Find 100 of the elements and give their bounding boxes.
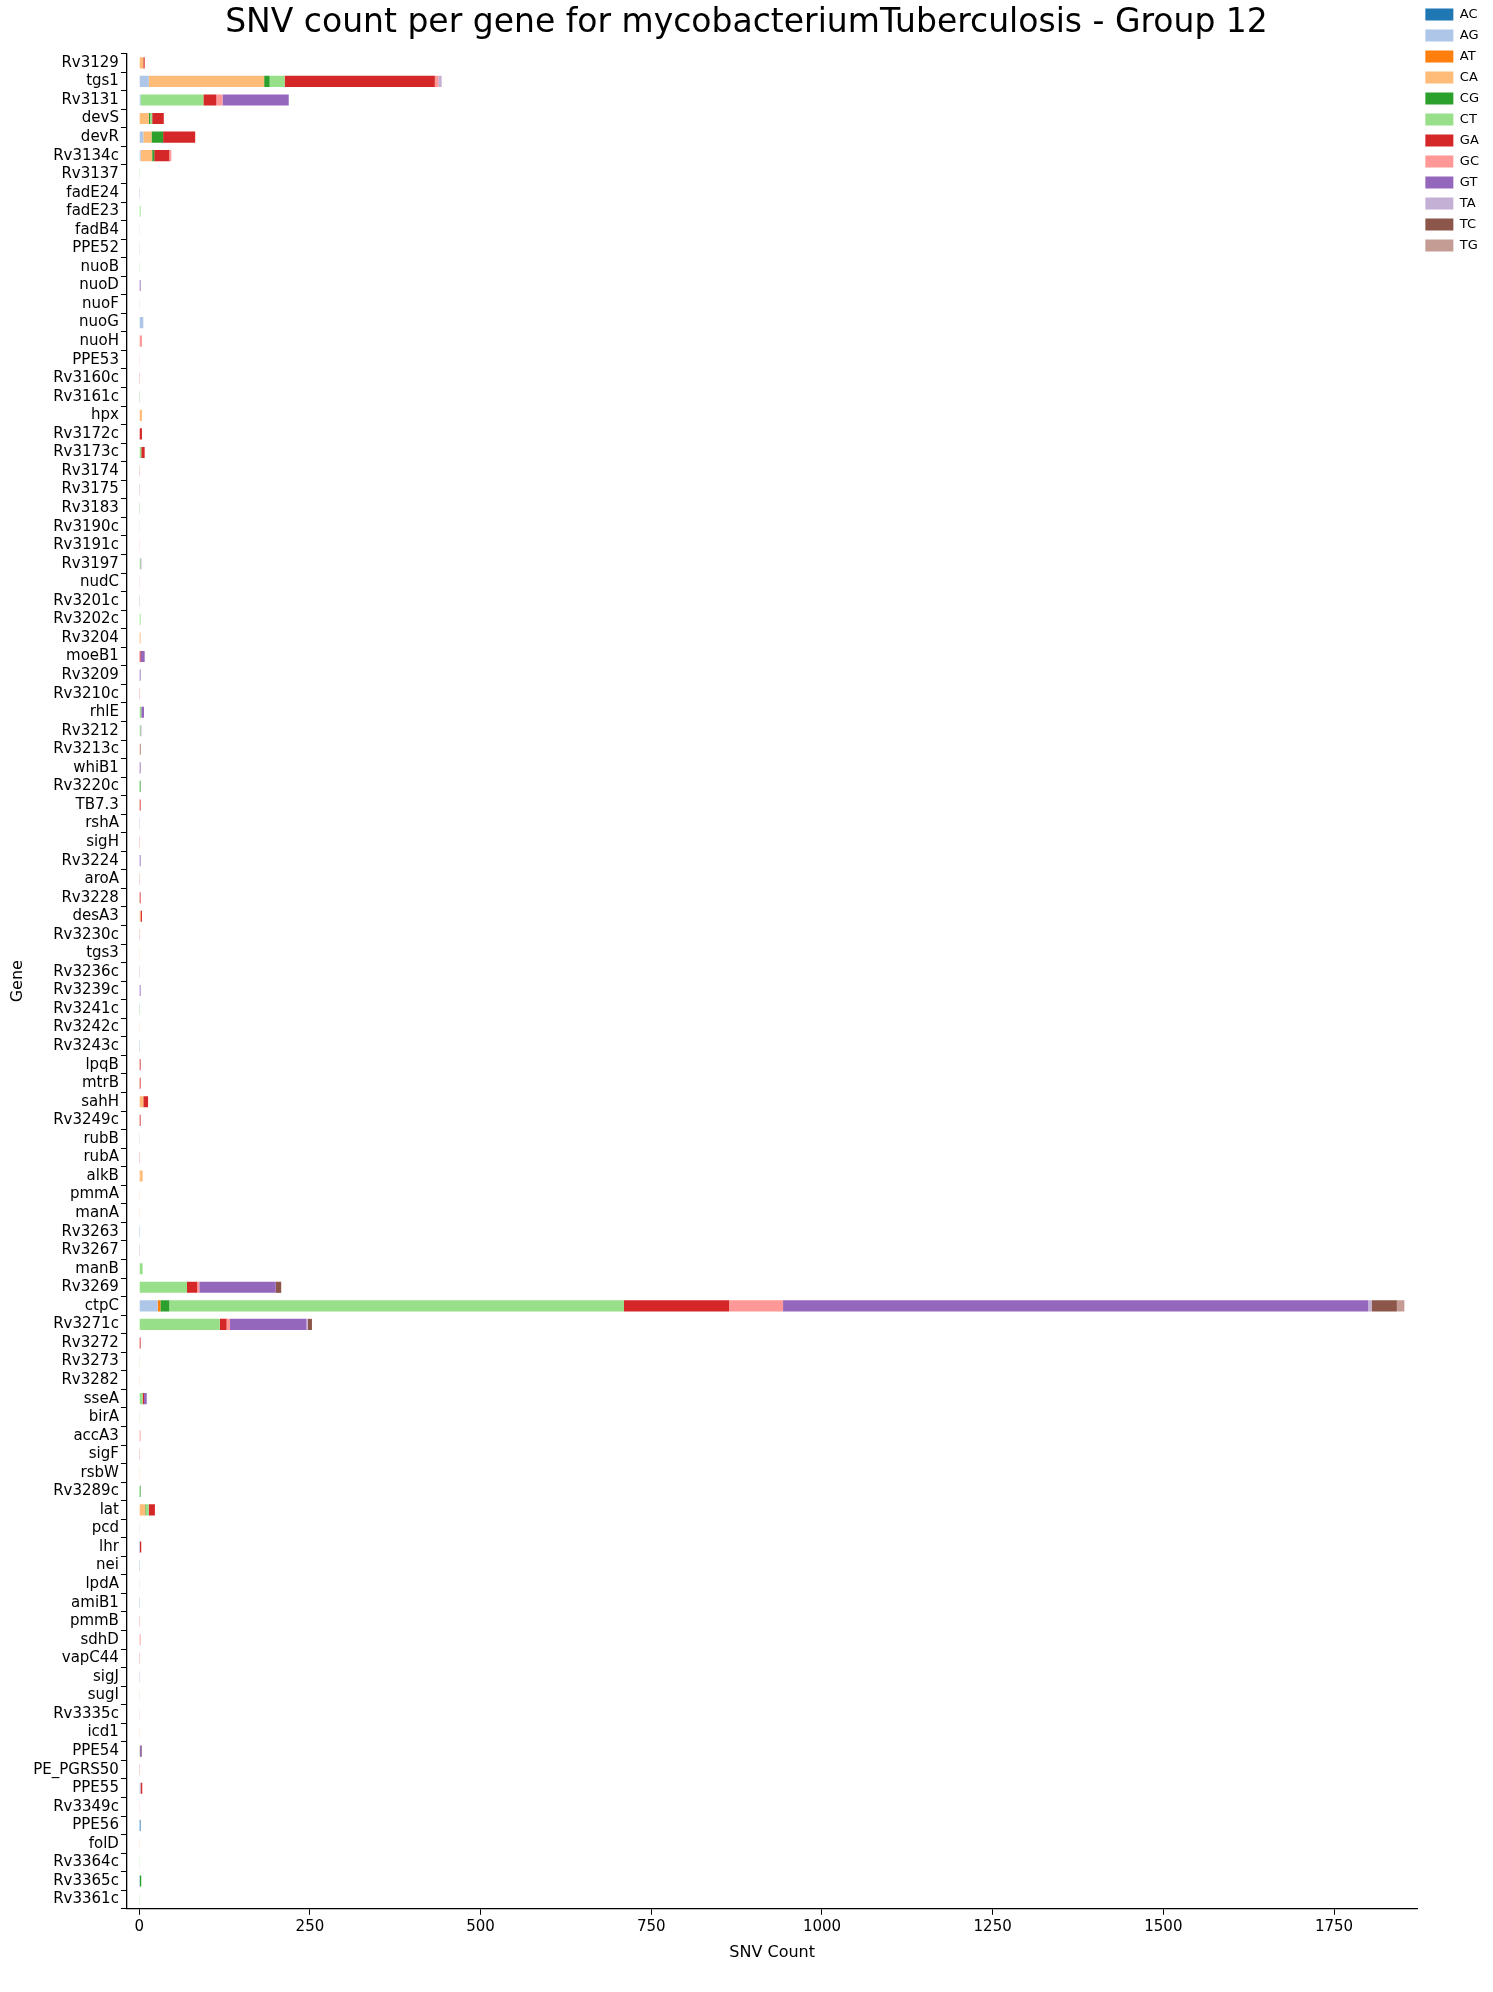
legend-label: GT <box>1459 173 1478 189</box>
x-tick-label: 500 <box>466 1916 495 1935</box>
y-tick-label: Rv3230c <box>53 924 119 943</box>
y-tick-label: Rv3364c <box>53 1852 119 1871</box>
y-tick-label: Rv3173c <box>53 442 119 461</box>
x-tick-label: 1000 <box>802 1916 842 1935</box>
y-tick-label: sahH <box>81 1091 119 1110</box>
x-tick-label: 0 <box>134 1916 144 1935</box>
y-tick-label: desA3 <box>72 906 119 925</box>
y-tick-label: Rv3210c <box>53 683 119 702</box>
y-tick-label: PPE56 <box>72 1815 119 1834</box>
y-tick-label: Rv3160c <box>53 368 119 387</box>
y-tick-label: Rv3361c <box>53 1889 119 1908</box>
y-tick-label: fadE23 <box>66 201 119 220</box>
chart-title: SNV count per gene for mycobacteriumTuberculosis - Group 12 <box>225 1 1268 41</box>
y-tick-label: Rv3272 <box>61 1332 119 1351</box>
x-tick-label: 750 <box>636 1916 666 1935</box>
y-tick-label: manB <box>75 1258 119 1277</box>
legend-label: AT <box>1459 47 1476 63</box>
x-axis-title: SNV Count <box>729 1941 815 1961</box>
y-tick-label: Rv3212 <box>61 720 119 739</box>
y-tick-label: lat <box>99 1499 120 1518</box>
legend-label: AC <box>1459 5 1478 21</box>
y-tick-label: Rv3241c <box>53 998 119 1017</box>
x-tick-label: 1750 <box>1314 1916 1354 1935</box>
y-tick-label: moeB1 <box>66 646 119 665</box>
y-tick-label: Rv3161c <box>53 386 119 405</box>
y-tick-label: Rv3172c <box>53 423 119 442</box>
y-tick-label: Rv3197 <box>61 553 119 572</box>
y-tick-label: nuoF <box>82 293 119 312</box>
y-tick-label: PPE52 <box>72 238 119 257</box>
legend-label: GA <box>1459 131 1479 147</box>
y-tick-label: Rv3267 <box>61 1240 119 1259</box>
y-tick-label: PPE53 <box>72 349 119 368</box>
y-tick-label: Rv3349c <box>53 1796 119 1815</box>
x-tick-label: 1250 <box>973 1916 1012 1935</box>
y-tick-label: lpdA <box>85 1574 120 1593</box>
y-tick-label: sdhD <box>80 1629 119 1648</box>
y-tick-label: whiB1 <box>73 757 119 776</box>
y-tick-label: sigJ <box>92 1666 119 1685</box>
y-tick-label: Rv3224 <box>61 850 119 869</box>
y-tick-label: nuoH <box>79 331 119 350</box>
y-tick-label: rshA <box>85 813 120 832</box>
y-tick-label: rhlE <box>89 702 119 721</box>
y-tick-label: Rv3269 <box>61 1277 119 1296</box>
y-tick-label: TB7.3 <box>74 794 119 813</box>
legend-label: GC <box>1459 152 1480 168</box>
y-tick-label: nudC <box>79 572 119 591</box>
y-tick-label: rubB <box>83 1128 119 1147</box>
y-tick-label: Rv3129 <box>61 52 119 71</box>
y-tick-label: accA3 <box>73 1425 119 1444</box>
y-tick-label: folD <box>88 1833 119 1852</box>
y-tick-label: Rv3239c <box>53 980 119 999</box>
y-tick-label: devS <box>81 108 119 127</box>
y-tick-label: rsbW <box>80 1462 120 1481</box>
legend-label: CA <box>1459 68 1478 84</box>
y-tick-label: Rv3213c <box>53 739 119 758</box>
y-tick-label: PPE55 <box>72 1778 119 1797</box>
legend-label: CG <box>1459 89 1480 105</box>
y-tick-label: Rv3209 <box>61 664 119 683</box>
y-tick-label: Rv3242c <box>53 1017 119 1036</box>
y-tick-label: Rv3204 <box>61 627 119 646</box>
y-tick-label: sigH <box>86 831 119 850</box>
y-tick-label: pmmA <box>69 1184 120 1203</box>
y-tick-label: birA <box>88 1407 120 1426</box>
y-tick-label: Rv3249c <box>53 1110 119 1129</box>
y-tick-label: Rv3137 <box>61 164 119 183</box>
x-tick-label: 250 <box>295 1916 325 1935</box>
y-tick-label: Rv3191c <box>53 535 119 554</box>
y-tick-label: amiB1 <box>71 1592 119 1611</box>
y-tick-label: sugI <box>87 1685 119 1704</box>
legend-label: AG <box>1459 26 1479 42</box>
y-tick-label: Rv3282 <box>61 1369 119 1388</box>
y-tick-label: ctpC <box>84 1295 119 1314</box>
y-tick-label: lpqB <box>85 1054 119 1073</box>
legend-label: TC <box>1458 215 1477 231</box>
y-tick-label: fadE24 <box>66 182 119 201</box>
y-tick-label: rubA <box>83 1147 120 1166</box>
y-tick-label: lhr <box>99 1536 120 1555</box>
y-tick-label: mtrB <box>81 1073 119 1092</box>
y-tick-label: Rv3289c <box>53 1481 119 1500</box>
y-tick-label: nuoB <box>80 256 119 275</box>
y-tick-label: Rv3335c <box>53 1703 119 1722</box>
y-tick-label: nuoG <box>79 312 119 331</box>
y-tick-label: Rv3236c <box>53 961 119 980</box>
y-tick-label: Rv3263 <box>61 1221 119 1240</box>
y-axis-title: Gene <box>6 960 26 1003</box>
y-tick-label: tgs3 <box>86 943 119 962</box>
y-tick-label: Rv3201c <box>53 590 119 609</box>
y-tick-label: Rv3228 <box>61 887 119 906</box>
y-tick-label: manA <box>75 1202 120 1221</box>
y-tick-label: Rv3174 <box>61 460 119 479</box>
y-tick-label: Rv3131 <box>61 89 119 108</box>
y-tick-label: sseA <box>83 1388 120 1407</box>
y-tick-label: Rv3220c <box>53 776 119 795</box>
y-tick-label: vapC44 <box>61 1648 119 1667</box>
y-tick-label: Rv3202c <box>53 609 119 628</box>
y-tick-label: Rv3271c <box>53 1314 119 1333</box>
y-tick-label: fadB4 <box>75 219 119 238</box>
y-tick-label: icd1 <box>87 1722 119 1741</box>
